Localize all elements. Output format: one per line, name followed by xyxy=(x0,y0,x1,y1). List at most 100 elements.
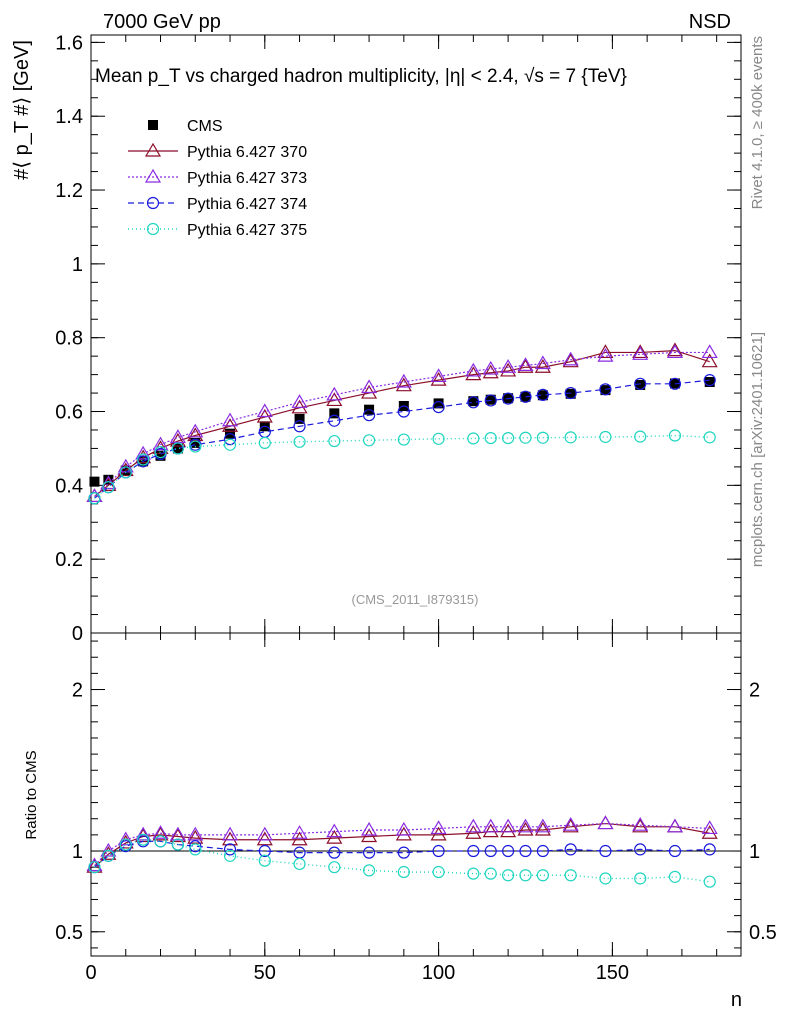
ratio-data-point xyxy=(169,826,186,841)
ratio-data-point xyxy=(293,857,306,871)
main-data-point xyxy=(668,429,682,442)
process-label: NSD xyxy=(689,11,731,33)
main-data-point xyxy=(704,376,715,387)
main-data-point xyxy=(666,344,684,359)
ratio-data-point xyxy=(701,825,718,839)
ratio-data-point xyxy=(291,825,308,839)
main-data-point xyxy=(632,346,649,360)
main-data-point xyxy=(500,359,517,373)
main-data-point xyxy=(187,423,204,438)
legend-label: Pythia 6.427 375 xyxy=(187,222,307,239)
legend-item: Pythia 6.427 370 xyxy=(128,142,307,161)
ratio-series-line xyxy=(94,840,710,868)
main-data-point xyxy=(534,355,551,370)
legend-marker xyxy=(146,222,160,236)
ratio-data-point xyxy=(100,842,117,857)
ratio-data-point xyxy=(189,843,202,856)
main-data-point xyxy=(223,433,237,446)
main-data-point xyxy=(537,390,548,401)
main-data-point xyxy=(362,434,376,447)
main-data-point xyxy=(484,394,497,407)
main-data-point xyxy=(362,409,376,422)
main-data-point xyxy=(223,438,237,451)
ratio-data-point xyxy=(562,818,579,833)
ratio-data-point xyxy=(484,867,497,880)
ratio-data-point xyxy=(534,818,551,833)
ratio-data-point xyxy=(256,826,273,841)
main-data-point xyxy=(465,366,482,381)
ratio-data-point xyxy=(484,844,497,858)
main-data-point xyxy=(597,347,614,362)
legend-label: CMS xyxy=(187,118,223,135)
main-data-point xyxy=(520,391,531,402)
y-tick-label-main: 0 xyxy=(72,623,83,645)
ratio-data-point xyxy=(597,815,614,830)
main-data-point xyxy=(256,403,273,418)
main-data-point xyxy=(599,383,612,396)
ratio-data-point xyxy=(666,818,684,833)
ratio-data-point xyxy=(632,818,649,833)
y-axis-label-main: #⟨ p_T #⟩ [GeV] xyxy=(11,40,33,180)
main-data-point xyxy=(502,431,515,445)
y-tick-label-main: 0.4 xyxy=(55,475,83,497)
main-data-point xyxy=(291,394,308,408)
ratio-data-point xyxy=(500,818,517,833)
ratio-data-point xyxy=(562,816,579,831)
main-data-point xyxy=(152,436,169,451)
ratio-data-point xyxy=(221,826,239,841)
main-data-point xyxy=(500,362,517,377)
data-series xyxy=(86,342,718,888)
main-series-1 xyxy=(86,342,718,503)
main-data-point xyxy=(258,436,271,449)
ratio-data-point xyxy=(536,869,549,882)
main-data-point xyxy=(154,446,167,459)
legend: CMS Pythia 6.427 370 Pythia 6.427 373 Pythi… xyxy=(128,118,307,239)
ratio-data-point xyxy=(88,861,101,874)
ratio-data-point xyxy=(634,872,647,885)
ratio-data-point xyxy=(187,829,204,844)
y-tick-label-ratio-right: 1 xyxy=(749,841,760,863)
energy-label: 7000 GeV pp xyxy=(103,11,221,33)
ratio-data-point xyxy=(137,833,150,846)
ratio-data-point xyxy=(668,844,682,858)
y-tick-label-main: 1.4 xyxy=(55,106,83,128)
ratio-data-point xyxy=(668,870,682,883)
main-data-point xyxy=(564,431,577,444)
main-data-point xyxy=(597,344,614,359)
main-data-point xyxy=(328,434,341,448)
mcplots-info: mcplots.cern.ch [arXiv:2401.10621] xyxy=(749,332,766,567)
main-data-point xyxy=(701,353,718,368)
main-data-point xyxy=(89,476,100,487)
main-data-point xyxy=(600,385,611,396)
main-data-point xyxy=(294,413,305,424)
legend-item: Pythia 6.427 374 xyxy=(128,196,307,213)
analysis-id: (CMS_2011_I879315) xyxy=(352,592,479,607)
main-data-point xyxy=(519,390,532,403)
legend-item: CMS xyxy=(148,118,223,135)
main-data-point xyxy=(668,377,682,390)
ratio-data-point xyxy=(534,821,551,836)
ratio-data-point xyxy=(432,865,445,879)
main-data-point xyxy=(326,386,343,401)
ratio-data-point xyxy=(117,831,134,846)
y-tick-label-main: 1 xyxy=(72,254,83,276)
ratio-data-point xyxy=(119,838,132,851)
ratio-panel-frame xyxy=(90,632,742,957)
main-data-point xyxy=(171,442,184,455)
ratio-data-point xyxy=(599,844,612,858)
ratio-data-point xyxy=(502,869,515,882)
ratio-series-line xyxy=(94,839,710,883)
ratio-data-point xyxy=(102,849,115,862)
main-data-point xyxy=(395,377,412,392)
ratio-data-point xyxy=(519,844,532,858)
ratio-data-point xyxy=(519,869,532,882)
main-data-point xyxy=(562,351,579,366)
main-data-point xyxy=(328,414,341,427)
axis-ticks: 0 0.2 0.4 0.6 0.8 1 1.2 1.4 1.6 0.5 0.5 1 1 2 2 0 50 100 1… xyxy=(55,32,777,984)
main-data-point xyxy=(155,450,166,461)
main-data-point xyxy=(482,364,499,379)
ratio-data-point xyxy=(517,821,534,836)
ratio-data-point xyxy=(430,820,447,835)
main-data-point xyxy=(137,453,150,466)
main-data-point xyxy=(502,392,515,405)
